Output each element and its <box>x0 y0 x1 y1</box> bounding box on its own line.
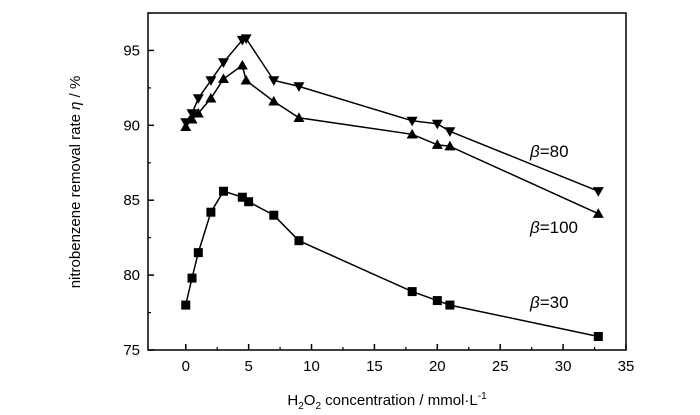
series-label-beta-80: β=80 <box>529 142 569 161</box>
data-point-square <box>237 192 247 202</box>
data-point-square <box>193 248 203 258</box>
series-line-2 <box>184 190 599 338</box>
series-line-1 <box>185 64 599 215</box>
series-markers <box>180 34 604 342</box>
data-point-square <box>432 296 442 306</box>
data-point-square <box>407 287 417 297</box>
data-point-square <box>187 273 197 283</box>
data-point-triangle-up <box>293 112 305 122</box>
data-point-triangle-up <box>431 139 443 149</box>
data-point-triangle-up <box>180 121 192 131</box>
data-point-triangle-up <box>205 92 217 103</box>
x-tick-label: 15 <box>366 358 383 375</box>
data-point-triangle-up <box>192 107 204 118</box>
plot-frame <box>147 12 627 351</box>
series-line-0 <box>185 37 599 192</box>
x-tick-label: 5 <box>244 358 252 375</box>
data-point-square <box>218 186 228 196</box>
y-axis-label: nitrobenzene removal rate η / % <box>67 76 84 289</box>
data-point-square <box>445 300 455 310</box>
data-point-square <box>244 197 254 207</box>
series-label-beta-100: β=100 <box>529 218 578 237</box>
y-tick-label: 80 <box>123 267 140 284</box>
series-label-beta-30: β=30 <box>529 293 569 312</box>
data-point-triangle-down <box>293 82 305 92</box>
axis-ticks: 0 5 10 15 20 25 30 35 75 80 85 90 95 <box>123 12 635 375</box>
y-tick-label: 75 <box>123 342 140 359</box>
x-tick-label: 30 <box>555 358 572 375</box>
data-point-triangle-up <box>186 113 198 124</box>
data-point-triangle-down <box>240 34 252 44</box>
data-point-square <box>593 332 603 342</box>
x-tick-label: 0 <box>182 358 190 375</box>
x-tick-label: 35 <box>618 358 635 375</box>
y-tick-label: 95 <box>123 42 140 59</box>
x-tick-label: 10 <box>303 358 320 375</box>
data-point-triangle-down <box>592 187 604 197</box>
data-point-triangle-up <box>406 128 418 139</box>
data-point-square <box>269 210 279 220</box>
y-tick-label: 90 <box>123 117 140 134</box>
data-point-triangle-down <box>431 119 443 130</box>
data-point-triangle-up <box>444 140 456 151</box>
x-tick-label: 20 <box>429 358 446 375</box>
data-point-triangle-down <box>205 76 217 86</box>
data-point-triangle-down <box>217 58 229 68</box>
x-tick-label: 25 <box>492 358 509 375</box>
x-axis-label: H2O2 concentration / mmol·L-1 <box>287 391 487 412</box>
data-point-triangle-down <box>406 116 418 127</box>
data-point-square <box>181 300 191 310</box>
y-tick-label: 85 <box>123 192 140 209</box>
data-point-triangle-down <box>444 127 456 137</box>
data-point-triangle-up <box>592 208 604 218</box>
data-point-square <box>206 207 216 217</box>
data-point-triangle-up <box>240 74 252 85</box>
data-point-triangle-down <box>192 94 204 104</box>
data-point-triangle-up <box>217 73 229 84</box>
data-point-triangle-up <box>236 59 248 70</box>
data-point-triangle-up <box>268 95 280 106</box>
data-point-triangle-down <box>268 76 280 86</box>
data-point-square <box>294 236 304 246</box>
